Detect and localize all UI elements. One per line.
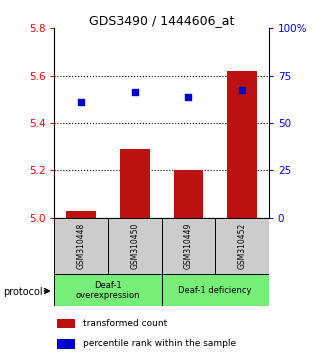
Text: Deaf-1
overexpression: Deaf-1 overexpression	[76, 281, 140, 300]
Bar	[162, 274, 269, 306]
Text: percentile rank within the sample: percentile rank within the sample	[83, 339, 236, 348]
Bar	[174, 170, 203, 218]
Point	[79, 99, 84, 104]
Point	[239, 87, 244, 93]
Bar	[120, 149, 149, 218]
Text: GSM310450: GSM310450	[130, 223, 139, 269]
Text: protocol: protocol	[3, 287, 43, 297]
Bar	[54, 218, 108, 274]
Text: GSM310452: GSM310452	[237, 223, 246, 269]
Point	[132, 90, 137, 95]
Bar	[162, 218, 215, 274]
Bar	[57, 319, 75, 329]
Bar	[215, 218, 269, 274]
Point	[186, 94, 191, 100]
Text: Deaf-1 deficiency: Deaf-1 deficiency	[179, 286, 252, 295]
Bar	[108, 218, 162, 274]
Text: GSM310449: GSM310449	[184, 223, 193, 269]
Bar	[67, 211, 96, 218]
Bar	[54, 274, 162, 306]
Bar	[227, 71, 257, 218]
Text: GSM310448: GSM310448	[77, 223, 86, 269]
Bar	[57, 339, 75, 349]
Title: GDS3490 / 1444606_at: GDS3490 / 1444606_at	[89, 14, 234, 27]
Text: transformed count: transformed count	[83, 319, 167, 327]
